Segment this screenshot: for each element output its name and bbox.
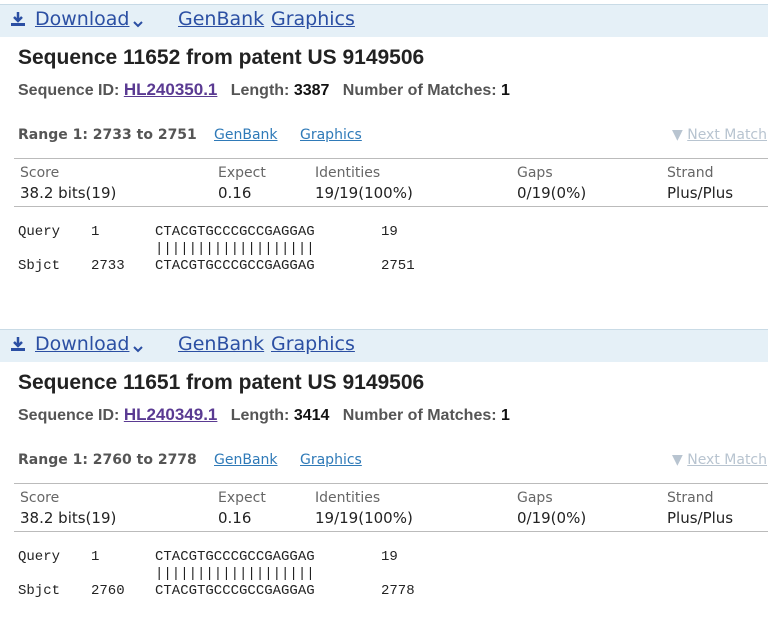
next-match[interactable]: ▼ Next Match [672, 452, 768, 468]
download-icon-svg [11, 337, 25, 351]
query-start: 1 [91, 224, 100, 240]
query-end: 19 [381, 224, 398, 240]
query-sequence: CTACGTGCCCGCCGAGGAG [155, 224, 315, 240]
sequence-title: Sequence 11652 from patent US 9149506 [18, 46, 425, 69]
genbank-link[interactable]: GenBank [178, 333, 265, 355]
result-block: Download GenBank Graphics Sequence 11651 fr… [0, 329, 768, 629]
column-value: 0/19(0%) [517, 184, 587, 202]
dropdown-caret-svg [133, 21, 143, 28]
column-header: Expect [218, 490, 266, 506]
seq-id-label: Sequence ID: [18, 82, 120, 99]
column-value: 0/19(0%) [517, 509, 587, 527]
column-header: Identities [315, 490, 381, 506]
dropdown-caret [132, 341, 144, 359]
sequence-info: Sequence ID: HL240349.1 Length: 3414 Num… [18, 405, 510, 425]
matches-label: Number of Matches: [342, 82, 497, 99]
length-value: 3414 [293, 407, 330, 424]
table-bottom-rule [14, 531, 768, 532]
sbjct-end: 2778 [381, 583, 415, 599]
seq-id-link[interactable]: HL240349.1 [123, 405, 218, 424]
column-header: Score [20, 490, 60, 506]
query-label: Query [18, 549, 61, 565]
download-icon [10, 11, 26, 32]
download-icon [10, 336, 26, 357]
length-label: Length: [230, 82, 290, 99]
match-line: ||||||||||||||||||| [155, 241, 315, 257]
column-header: Identities [315, 165, 381, 181]
match-line: ||||||||||||||||||| [155, 566, 315, 582]
length-label: Length: [230, 407, 290, 424]
column-header: Score [20, 165, 60, 181]
matches-value: 1 [501, 82, 510, 99]
toolbar [0, 329, 768, 362]
sbjct-start: 2733 [91, 258, 125, 274]
column-value: 0.16 [218, 509, 252, 527]
column-header: Strand [667, 165, 714, 181]
sbjct-sequence: CTACGTGCCCGCCGAGGAG [155, 583, 315, 599]
sequence-info: Sequence ID: HL240350.1 Length: 3387 Num… [18, 80, 510, 100]
query-start: 1 [91, 549, 100, 565]
matches-value: 1 [501, 407, 510, 424]
column-value: 38.2 bits(19) [20, 184, 117, 202]
range-genbank-link[interactable]: GenBank [214, 127, 278, 143]
column-header: Gaps [517, 165, 553, 181]
column-value: 0.16 [218, 184, 252, 202]
query-label: Query [18, 224, 61, 240]
column-value: 38.2 bits(19) [20, 509, 117, 527]
next-match-text[interactable]: Next Match [687, 127, 768, 143]
column-value: 19/19(100%) [315, 509, 413, 527]
sequence-title: Sequence 11651 from patent US 9149506 [18, 371, 425, 394]
graphics-link[interactable]: Graphics [271, 333, 355, 355]
range-label: Range 1: 2760 to 2778 [18, 452, 197, 468]
seq-id-link[interactable]: HL240350.1 [123, 80, 218, 99]
graphics-link[interactable]: Graphics [271, 8, 355, 30]
column-header: Strand [667, 490, 714, 506]
download-link[interactable]: Download [35, 333, 130, 355]
range-graphics-link[interactable]: Graphics [300, 452, 362, 468]
column-value: Plus/Plus [667, 184, 734, 202]
dropdown-caret-svg [133, 346, 143, 353]
length-value: 3387 [293, 82, 330, 99]
column-value: Plus/Plus [667, 509, 734, 527]
result-block: Download GenBank Graphics Sequence 11652 fr… [0, 4, 768, 304]
range-graphics-link[interactable]: Graphics [300, 127, 362, 143]
query-sequence: CTACGTGCCCGCCGAGGAG [155, 549, 315, 565]
genbank-link[interactable]: GenBank [178, 8, 265, 30]
sbjct-label: Sbjct [18, 258, 61, 274]
next-match[interactable]: ▼ Next Match [672, 127, 768, 143]
query-end: 19 [381, 549, 398, 565]
range-label: Range 1: 2733 to 2751 [18, 127, 197, 143]
sbjct-start: 2760 [91, 583, 125, 599]
sbjct-label: Sbjct [18, 583, 61, 599]
seq-id-label: Sequence ID: [18, 407, 120, 424]
next-match-text[interactable]: Next Match [687, 452, 768, 468]
sbjct-end: 2751 [381, 258, 415, 274]
column-value: 19/19(100%) [315, 184, 413, 202]
table-top-rule [14, 483, 768, 484]
matches-label: Number of Matches: [342, 407, 497, 424]
download-icon-svg [11, 12, 25, 26]
table-top-rule [14, 158, 768, 159]
table-bottom-rule [14, 206, 768, 207]
toolbar [0, 4, 768, 37]
column-header: Expect [218, 165, 266, 181]
sbjct-sequence: CTACGTGCCCGCCGAGGAG [155, 258, 315, 274]
dropdown-caret [132, 16, 144, 34]
range-genbank-link[interactable]: GenBank [214, 452, 278, 468]
download-link[interactable]: Download [35, 8, 130, 30]
column-header: Gaps [517, 490, 553, 506]
